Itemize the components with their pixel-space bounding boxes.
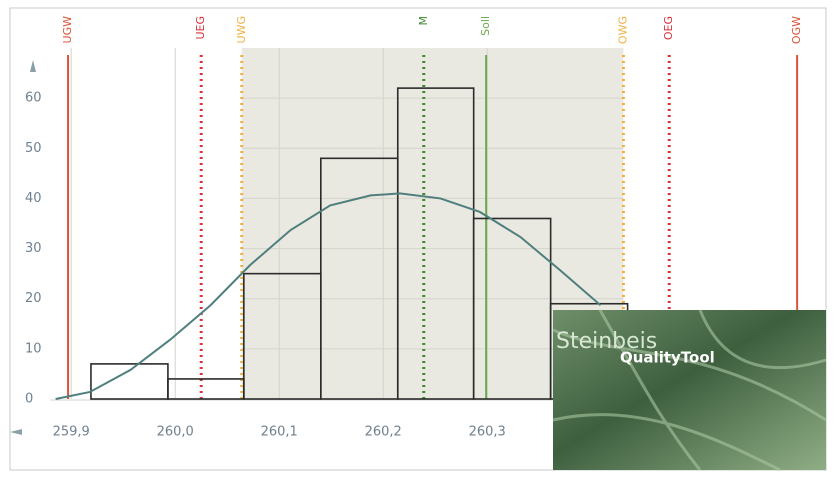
y-tick-label: 0: [25, 392, 33, 407]
y-tick-label: 30: [25, 241, 42, 256]
x-tick-label: 260,3: [469, 425, 506, 440]
x-tick-label: 260,0: [157, 425, 194, 440]
x-tick-label: 260,1: [261, 425, 298, 440]
limit-label: OWG: [616, 16, 629, 44]
limit-label: UWG: [235, 16, 248, 43]
limit-label: M: [417, 16, 430, 26]
limit-label: OEG: [662, 16, 675, 40]
splash-product: QualityTool: [620, 349, 715, 367]
x-tick-label: 260,2: [365, 425, 402, 440]
x-tick-label: 259,9: [53, 425, 90, 440]
y-tick-label: 50: [25, 141, 42, 156]
y-tick-label: 40: [25, 191, 42, 206]
y-tick-label: 10: [25, 341, 42, 356]
limit-label: UGW: [61, 16, 74, 44]
limit-label: UEG: [194, 16, 207, 40]
chart: 0 10 20 30 40 50 60 259,9 260,0 260,1 260,2 260,3 UG…: [0, 0, 834, 482]
limit-label: OGW: [790, 16, 803, 44]
limit-label: Soll: [479, 16, 492, 36]
y-tick-label: 20: [25, 291, 42, 306]
splash-image: Steinbeis QualityTool: [553, 310, 826, 470]
y-tick-label: 60: [25, 91, 42, 106]
